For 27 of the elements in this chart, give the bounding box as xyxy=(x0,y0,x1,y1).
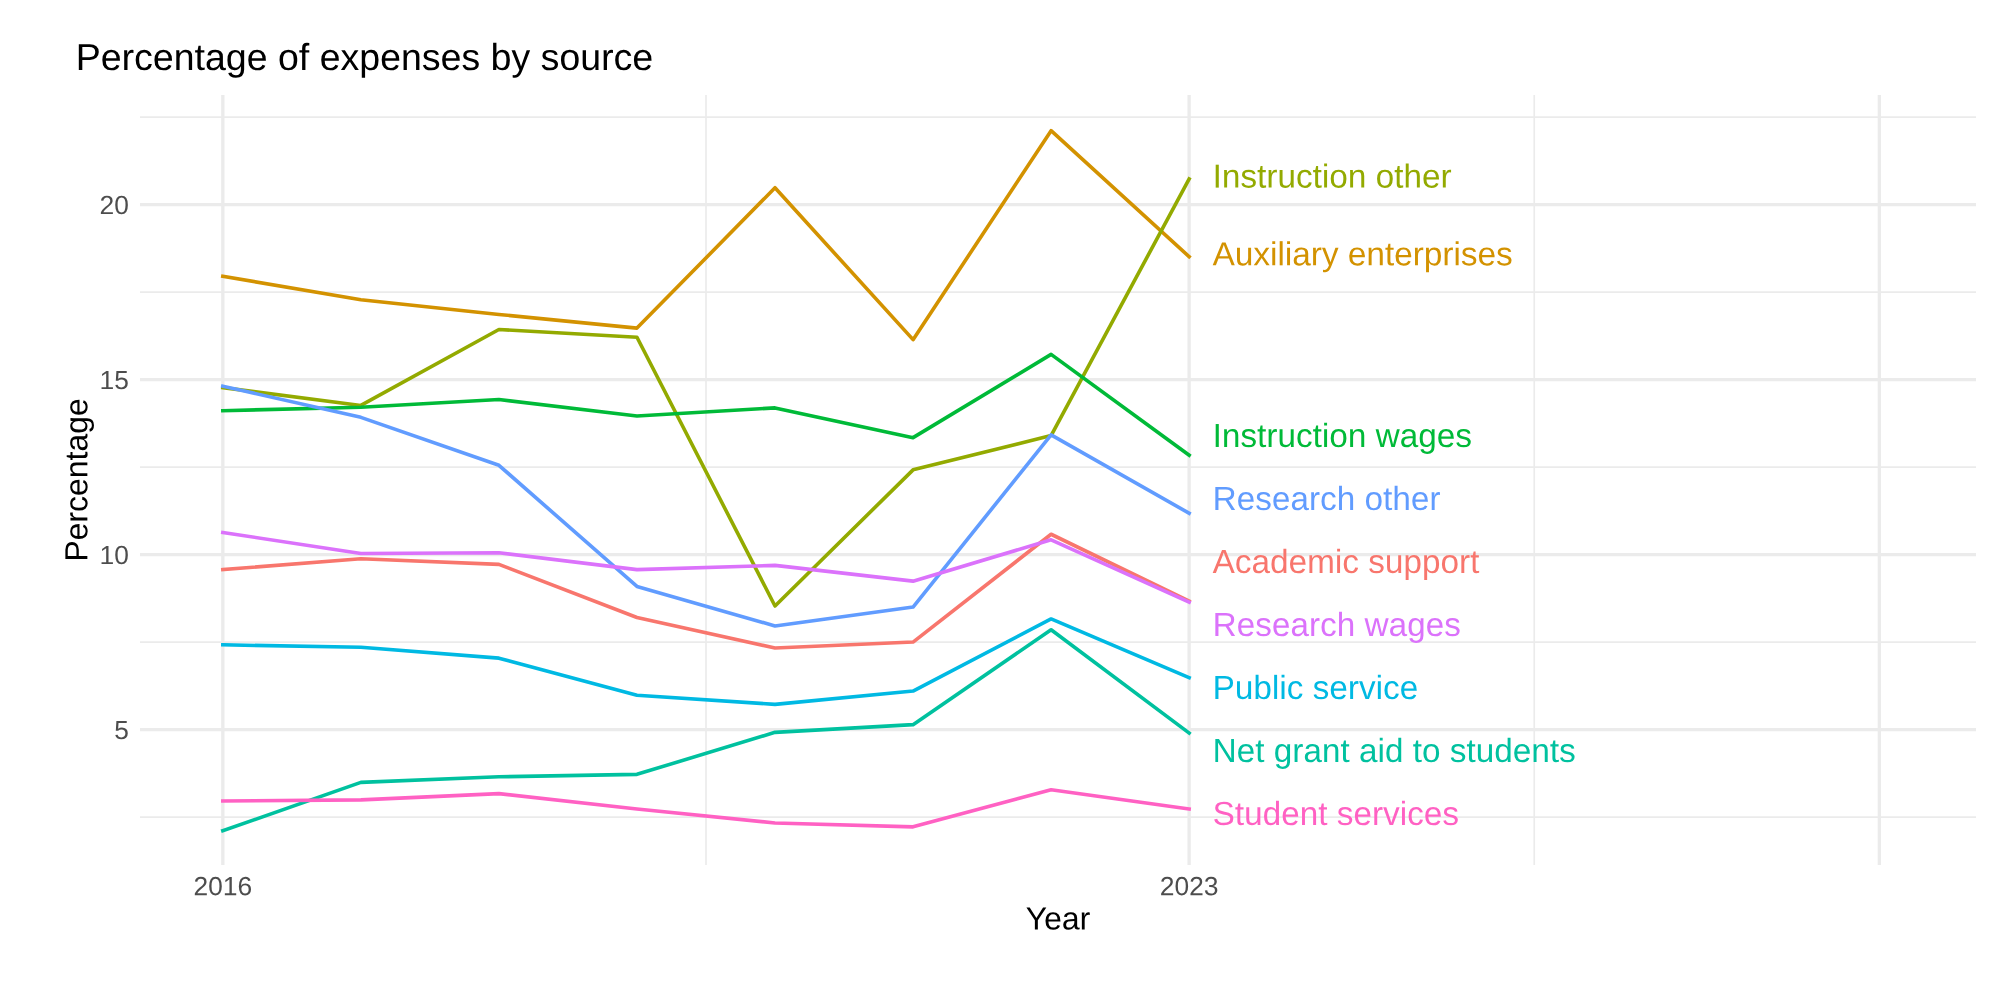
line-series xyxy=(221,787,1191,829)
series-label: Student services xyxy=(1214,800,1458,826)
line-series xyxy=(221,532,1191,650)
line-series xyxy=(221,177,1191,608)
line-series xyxy=(221,352,1191,457)
series-label: Instruction other xyxy=(1215,163,1452,188)
series-label: Academic support xyxy=(1212,548,1480,580)
y-axis-title: Percentage xyxy=(65,399,94,560)
x-tick-label: 2016 xyxy=(194,876,252,896)
series-label: Auxiliary enterprises xyxy=(1212,241,1512,273)
series-label: Public service xyxy=(1215,674,1417,700)
series-label: Research other xyxy=(1215,485,1440,511)
line-series xyxy=(221,384,1191,628)
line-series xyxy=(221,530,1191,604)
series-label: Research wages xyxy=(1215,611,1460,643)
chart-title: Percentage of expenses by source xyxy=(78,42,652,78)
y-tick-label: 15 xyxy=(101,370,128,390)
line-series xyxy=(221,128,1191,342)
line-series xyxy=(221,617,1191,707)
y-tick-label: 20 xyxy=(100,195,128,215)
x-axis-title: Year xyxy=(1026,907,1090,930)
x-tick-label: 2023 xyxy=(1161,876,1218,896)
series-label: Instruction wages xyxy=(1215,422,1471,454)
y-tick-label: 5 xyxy=(115,720,128,740)
series-label: Net grant aid to students xyxy=(1215,737,1575,769)
y-tick-label: 10 xyxy=(101,545,128,565)
line-series xyxy=(221,627,1191,833)
